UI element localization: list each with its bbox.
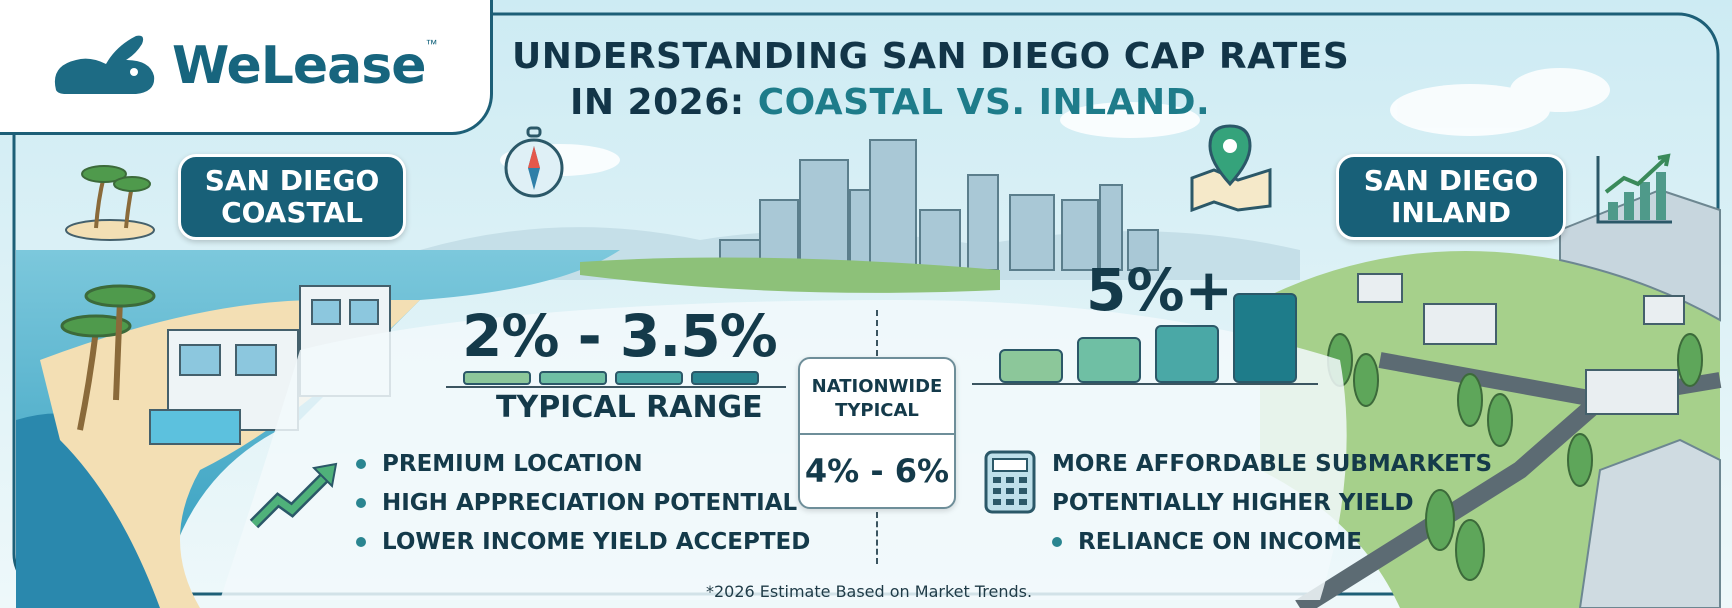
footnote: *2026 Estimate Based on Market Trends. [706, 582, 1033, 601]
coastal-range-value: 2% - 3.5% [462, 302, 778, 370]
inland-bar-1 [999, 349, 1063, 383]
list-item-text: LOWER INCOME YIELD ACCEPTED [382, 528, 811, 555]
palm-tree-island-icon [65, 165, 155, 241]
center-divider-bottom [876, 512, 878, 564]
inland-label-line-2: INLAND [1390, 196, 1512, 229]
nationwide-label-line-1: NATIONWIDE [811, 376, 943, 397]
coastal-bar-4 [691, 371, 759, 385]
bullet-dot [356, 458, 366, 469]
brand-logo[interactable]: WeLease ™ [0, 0, 490, 132]
list-item-text: HIGH APPRECIATION POTENTIAL [382, 489, 798, 516]
list-item: RELIANCE ON INCOME [1052, 522, 1492, 561]
title-line-2-highlight: COASTAL VS. INLAND. [757, 82, 1211, 123]
title-line-2: IN 2026: COASTAL VS. INLAND. [512, 80, 1412, 126]
inland-label-line-1: SAN DIEGO [1363, 164, 1539, 197]
bullet-dot [356, 536, 366, 547]
coastal-label-line-1: SAN DIEGO [204, 164, 380, 197]
trend-arrow-icon [249, 462, 338, 529]
list-item-text: MORE AFFORDABLE SUBMARKETS [1052, 450, 1493, 477]
coastal-bullet-list: PREMIUM LOCATION HIGH APPRECIATION POTEN… [356, 444, 810, 561]
title-line-1: UNDERSTANDING SAN DIEGO CAP RATES [512, 36, 1350, 77]
list-item-text: RELIANCE ON INCOME [1078, 528, 1362, 555]
coastal-range-label: TYPICAL RANGE [496, 390, 763, 425]
bullet-dot [356, 497, 366, 508]
coastal-bar-1 [463, 371, 531, 385]
inland-divider [972, 383, 1318, 385]
nationwide-card: NATIONWIDE TYPICAL 4% - 6% [798, 357, 956, 509]
list-item: LOWER INCOME YIELD ACCEPTED [356, 522, 810, 561]
nationwide-label: NATIONWIDE TYPICAL [800, 359, 954, 435]
brand-trademark: ™ [425, 37, 438, 51]
inland-bar-4 [1233, 293, 1297, 383]
brand-name: WeLease [172, 36, 426, 96]
list-item: HIGH APPRECIATION POTENTIAL [356, 483, 810, 522]
inland-bars [999, 293, 1297, 383]
calculator-icon [984, 450, 1036, 514]
inland-bar-3 [1155, 325, 1219, 383]
list-item: POTENTIALLY HIGHER YIELD [1052, 483, 1492, 522]
compass-icon [504, 126, 564, 198]
list-item-text: PREMIUM LOCATION [382, 450, 643, 477]
coastal-range-bars [463, 371, 759, 385]
title-line-2-plain: IN 2026: [570, 82, 758, 123]
inland-label: SAN DIEGO INLAND [1336, 154, 1566, 240]
list-item: MORE AFFORDABLE SUBMARKETS [1052, 444, 1492, 483]
coastal-divider [446, 386, 786, 388]
page-title: UNDERSTANDING SAN DIEGO CAP RATES IN 202… [512, 34, 1412, 126]
coastal-bar-2 [539, 371, 607, 385]
coastal-label: SAN DIEGO COASTAL [178, 154, 406, 240]
map-pin-icon [1190, 124, 1272, 212]
nationwide-label-line-2: TYPICAL [835, 400, 919, 421]
center-divider-top [876, 310, 878, 356]
coastal-bar-3 [615, 371, 683, 385]
inland-value: 5%+ [1086, 256, 1234, 324]
coastal-label-line-2: COASTAL [221, 196, 363, 229]
rabbit-logo-icon [54, 35, 155, 94]
inland-bullet-list: MORE AFFORDABLE SUBMARKETS POTENTIALLY H… [1052, 444, 1492, 561]
nationwide-value: 4% - 6% [804, 452, 950, 490]
bullet-dot [1052, 536, 1062, 547]
inland-bar-2 [1077, 337, 1141, 383]
growth-chart-icon [1596, 153, 1672, 224]
list-item-text: POTENTIALLY HIGHER YIELD [1052, 489, 1414, 516]
list-item: PREMIUM LOCATION [356, 444, 810, 483]
